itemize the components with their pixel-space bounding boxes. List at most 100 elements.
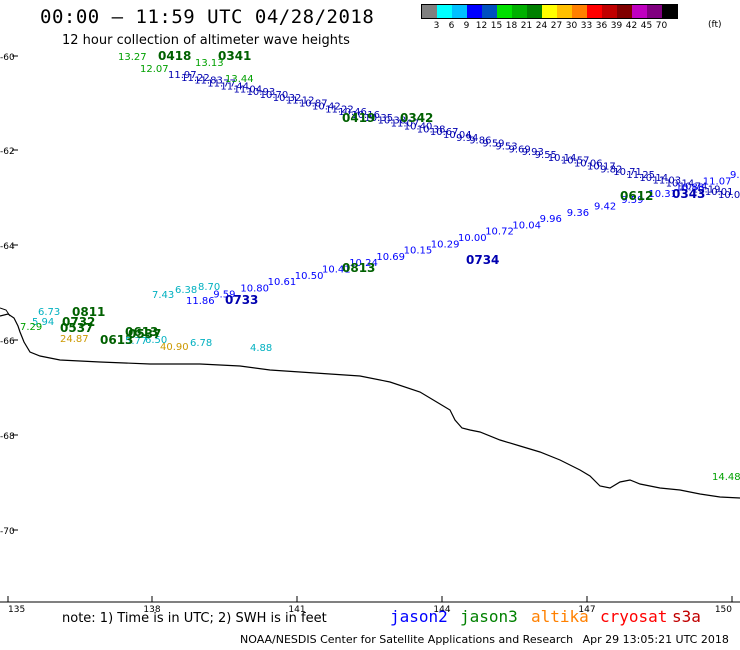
wave-height-label: 11.44 <box>220 81 249 92</box>
wave-height-label: 11.04 <box>233 84 262 95</box>
legend-swatch <box>467 5 482 18</box>
satellite-jason3: jason3 <box>460 607 518 626</box>
wave-height-label: 11.07 <box>703 176 732 187</box>
lon-tick-label: 138 <box>143 605 160 615</box>
wave-height-label: 7.43 <box>152 290 174 301</box>
wave-height-label: 10.88 <box>676 183 705 194</box>
pass-time-label: 0537 <box>128 327 161 341</box>
wave-height-label: 9.69 <box>508 144 530 155</box>
wave-height-label: 13.13 <box>195 58 224 69</box>
wave-height-label: 13.27 <box>118 52 147 63</box>
wave-height-label: 10.42 <box>312 101 341 112</box>
wave-height-label: 24.87 <box>60 334 89 345</box>
legend-label: 45 <box>640 21 653 31</box>
track-other: 13.2712.0713.1313.447.2914.4808110732053… <box>20 52 740 483</box>
pass-time-label: 0419 <box>342 111 375 125</box>
wave-height-label: 10.50 <box>295 271 324 282</box>
legend-label: 12 <box>475 21 488 31</box>
legend-label: 36 <box>595 21 608 31</box>
wave-height-label: 6.50 <box>145 335 167 346</box>
wave-height-label: 14.48 <box>712 472 740 483</box>
wave-height-label: 10.14 <box>666 179 695 190</box>
lat-tick-label: -68 <box>0 432 15 442</box>
legend-label: 30 <box>565 21 578 31</box>
wave-height-label: 10.41 <box>322 265 351 276</box>
credit-line: NOAA/NESDIS Center for Satellite Applica… <box>240 633 735 646</box>
lat-tick-label: -66 <box>0 337 15 347</box>
wave-height-label: 9.53 <box>495 141 517 152</box>
legend-swatch <box>647 5 662 18</box>
pass-time-label: 0343 <box>672 187 705 201</box>
wave-height-label: 6.78 <box>190 338 212 349</box>
wave-height-label: 13.44 <box>225 74 254 85</box>
altimeter-tracks: 11.9711.2211.8311.7711.4411.0410.9310.70… <box>20 49 740 483</box>
legend-label: 24 <box>535 21 548 31</box>
track-extra: 24.87 40.90 <box>60 334 189 353</box>
wave-height-label: 9.55 <box>535 150 557 161</box>
legend-label: 18 <box>505 21 518 31</box>
wave-height-label: 12.07 <box>140 64 169 75</box>
wave-height-label: 11.22 <box>325 104 354 115</box>
legend-swatch <box>437 5 452 18</box>
wave-height-label: 10.74 <box>679 181 708 192</box>
credit-stamp: Apr 29 13:05:21 UTC 2018 <box>582 633 729 646</box>
pass-time-label: 0342 <box>400 111 433 125</box>
lat-tick-label: -60 <box>0 53 15 63</box>
wave-height-label: 10.06 <box>574 159 603 170</box>
wave-height-label: 10.71 <box>613 167 642 178</box>
satellite-cryosat: cryosat <box>600 607 668 626</box>
wave-height-label: 10.61 <box>268 277 297 288</box>
wave-height-label: 40.90 <box>160 342 189 353</box>
track-coast: 7.43 6.38 8.70 6.735.94 5.776.50 6.78 4.88 <box>32 282 272 354</box>
pass-time-label: 0613 <box>100 333 133 347</box>
coastline <box>0 307 740 499</box>
wave-height-label: 10.14 <box>548 153 577 164</box>
lon-tick-label: 141 <box>288 605 305 615</box>
wave-height-label: 9.93 <box>522 147 544 158</box>
lon-tick-label: 135 <box>8 605 25 615</box>
legend-swatch <box>632 5 647 18</box>
wave-height-label: 9.59 <box>621 195 643 206</box>
wave-height-label: 11.97 <box>168 70 197 81</box>
wave-height-label: 9.82 <box>600 164 622 175</box>
color-legend: 3 6 9 12 15 18 21 24 27 30 33 36 39 42 45 70 (ft) <box>421 4 722 31</box>
pass-time-label: 0813 <box>342 261 375 275</box>
wave-height-label: 11.86 <box>186 296 215 307</box>
wave-height-label: 10.24 <box>349 258 378 269</box>
wave-height-label: 10.38 <box>417 124 446 135</box>
wave-height-label: 10.01 <box>705 187 734 198</box>
legend-unit: (ft) <box>708 20 722 30</box>
legend-swatch <box>572 5 587 18</box>
map-subtitle: 12 hour collection of altimeter wave hei… <box>62 33 350 48</box>
wave-height-label: 5.77 <box>125 336 147 347</box>
wave-height-label: 10.69 <box>376 252 405 263</box>
legend-swatch <box>452 5 467 18</box>
wave-height-label: 10.80 <box>240 283 269 294</box>
map-axes: 135 138 141 144 147 150 -60 -62 -64 -66 -68 -70 <box>0 53 733 615</box>
legend-swatch <box>557 5 572 18</box>
wave-height-label: 9.42 <box>594 202 616 213</box>
legend-label: 42 <box>625 21 638 31</box>
wave-height-label: 10.57 <box>561 156 590 167</box>
wave-height-label: 11.83 <box>194 76 223 87</box>
wave-height-label: 6.38 <box>175 285 197 296</box>
wave-height-label: 11.07 <box>391 119 420 130</box>
legend-color-bar <box>421 4 678 19</box>
wave-height-label: 10.04 <box>443 130 472 141</box>
wave-height-label: 10.15 <box>404 246 433 257</box>
legend-label: 9 <box>463 21 470 31</box>
wave-height-label: 10.67 <box>430 127 459 138</box>
legend-swatch <box>527 5 542 18</box>
wave-height-label: 10.07 <box>718 190 740 201</box>
wave-height-label: 10.29 <box>431 239 460 250</box>
legend-label: 27 <box>550 21 563 31</box>
legend-label: 15 <box>490 21 503 31</box>
wave-height-label: 10.32 <box>273 93 302 104</box>
wave-height-label: 9.72 <box>730 170 740 181</box>
pass-time-label: 0418 <box>158 49 191 63</box>
satellite-jason2: jason2 <box>390 607 448 626</box>
legend-swatch <box>422 5 437 18</box>
map-title: 00:00 – 11:59 UTC 04/28/2018 <box>40 6 375 28</box>
legend-label: 70 <box>655 21 668 31</box>
